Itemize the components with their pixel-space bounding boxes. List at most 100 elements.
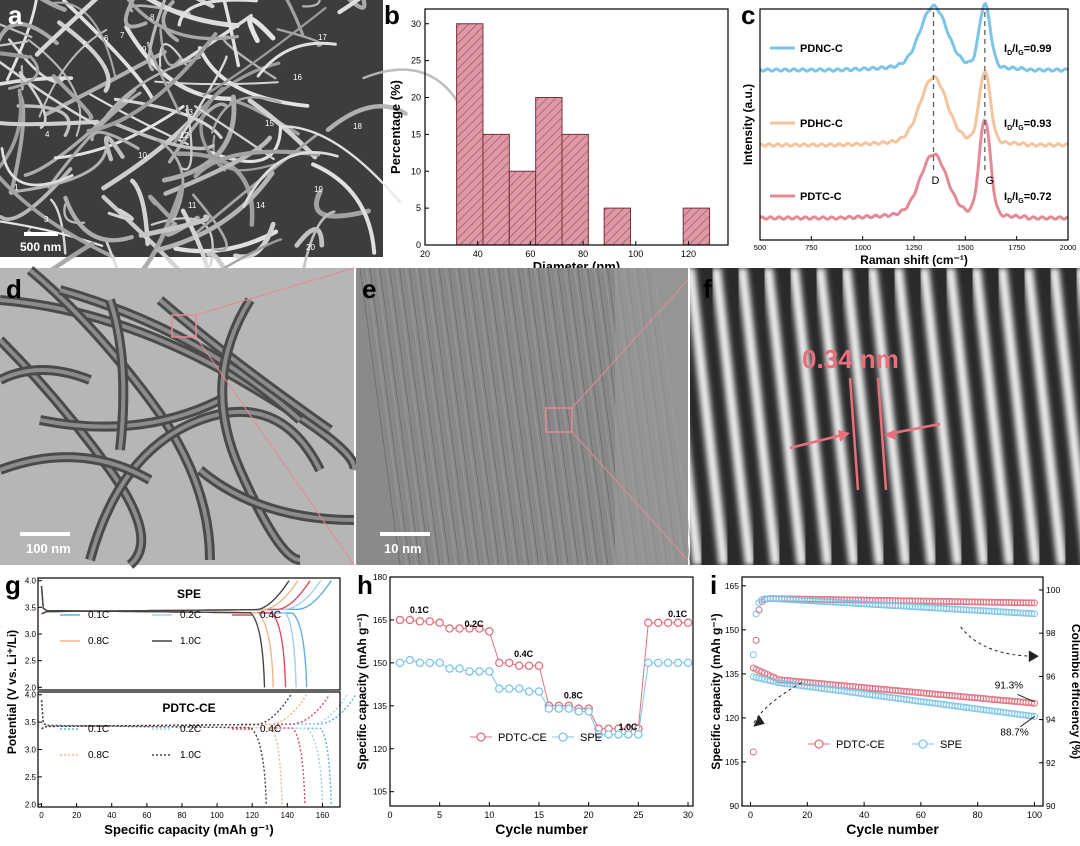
sem-fiber-marker: 13 [184,108,193,117]
sem-fiber [197,46,310,108]
sem-fiber [325,104,408,133]
sem-fiber [90,130,140,150]
x-tick-label: 80 [973,810,983,820]
sem-fiber [146,41,182,115]
x-tick-label: 25 [633,810,643,820]
discharge-curve [40,585,308,688]
hrtem-lattice-line [580,267,622,566]
sem-fiber [0,60,97,126]
rate-series-line [399,659,689,735]
sem-fiber [113,122,215,151]
panel-f-spacing-label: 0.34 nm [802,344,899,374]
panel-h-rate-performance: h 0.1C 0.2C 0.4C 0.8C 1.0C 0.1C 0 5 10 15 20 25 30 10… [355,570,694,837]
rate-label: 0.2C [465,619,485,629]
hrtem-lattice-line [465,267,507,566]
sem-fiber [8,54,40,90]
rate-data-point [504,684,514,693]
rate-data-point [495,658,504,668]
rate-data-point [435,658,444,668]
rate-data-point [485,627,494,636]
rate-data-point [683,618,693,628]
rate-data-point [554,704,564,713]
legend-label: 0.1C [88,610,109,621]
legend-label: PDTC-C [800,191,842,203]
x-tick-label: 160 [316,811,330,820]
panel-e-hrtem-image: e 10 nm [356,267,695,566]
hrtem-lattice-line [442,267,483,566]
lattice-fringe [997,268,1041,565]
sem-fiber [123,0,148,29]
rate-data-point [495,684,504,693]
hrtem-lattice-line [574,267,615,566]
hrtem-lattice-line [541,267,582,566]
panel-d-zoom-line [195,267,355,316]
panel-a-scale-label: 500 nm [20,240,61,254]
x-tick-label: 10 [484,810,494,820]
sem-fiber [94,56,202,134]
hrtem-lattice-line [405,267,447,566]
hrtem-lattice-line [435,267,477,566]
axis-pointer-arrowhead [753,714,765,727]
panel-h-frame [389,576,694,807]
y2-tick-label: 92 [1046,758,1056,768]
sem-fiber-marker: 9 [142,45,147,54]
sem-fiber [138,214,210,238]
x-tick-label: 1000 [854,243,871,252]
x-tick-label: 20 [802,810,812,820]
hrtem-lattice-line [524,267,566,566]
histogram-bar [561,133,589,246]
panel-f-fringe-line [848,377,860,491]
efficiency-point [1028,610,1036,618]
legend-label: 0.2C [180,610,201,621]
rate-label: 0.1C [668,609,688,619]
rate-label: 0.8C [564,691,584,701]
sem-fiber [192,193,228,252]
x-tick-label: 20 [420,249,430,259]
x-tick-label: 40 [859,810,869,820]
hrtem-lattice-line [445,267,487,566]
panel-f-arrow [887,422,941,436]
x-tick-label: 1500 [957,243,974,252]
sem-fiber [302,0,321,8]
hrtem-lattice-line [372,267,414,566]
y-axis-label: Specific capacity (mAh g⁻¹) [709,613,723,769]
rate-data-point [425,617,434,626]
x-tick-label: 5 [437,810,442,820]
sem-fiber [16,104,71,137]
lattice-fringe [841,268,885,565]
hrtem-lattice-line [501,267,543,566]
hrtem-lattice-line [531,267,573,566]
retention-pointer [1019,716,1035,728]
y-tick-label: 90 [730,801,740,811]
hrtem-lattice-line [577,267,619,566]
panel-f-lattice-fringes: f 0.34 nm [690,268,1080,565]
retention-pointer [1017,693,1035,703]
hrtem-lattice-line [471,267,513,566]
sem-fiber [222,0,241,68]
x-tick-label: 1750 [1008,243,1025,252]
panel-d-zoom-line [195,336,355,566]
panel-d-letter: d [6,274,22,304]
sem-fiber [276,28,323,47]
panel-e-letter: e [362,274,376,304]
ratio-label: ID/IG=0.99 [1004,43,1052,57]
sem-fiber [256,41,337,78]
hrtem-lattice-line [517,267,559,566]
y-axis-label: Intensity (a.u.) [741,84,755,165]
lattice-fringe [711,268,755,565]
sem-fiber [23,88,137,177]
tem-nanotube-core [28,268,212,561]
y-tick-label: 120 [725,713,739,723]
efficiency-point [1028,599,1036,607]
hrtem-lattice-line [554,267,596,566]
y-tick-label: 2.0 [25,683,37,692]
sem-fiber [285,0,305,37]
sem-fiber-marker: 6 [104,34,109,43]
hrtem-lattice-line [534,267,576,566]
sem-fiber-marker: 4 [45,130,50,139]
panel-c-raman: c PDNC-C ID/IG=0.99 PDHC-C ID/IG=0.93 PDTC-C… [741,0,1076,267]
sem-fiber [181,104,193,171]
hrtem-lattice-line [498,267,540,566]
x-tick-label: 140 [281,811,295,820]
